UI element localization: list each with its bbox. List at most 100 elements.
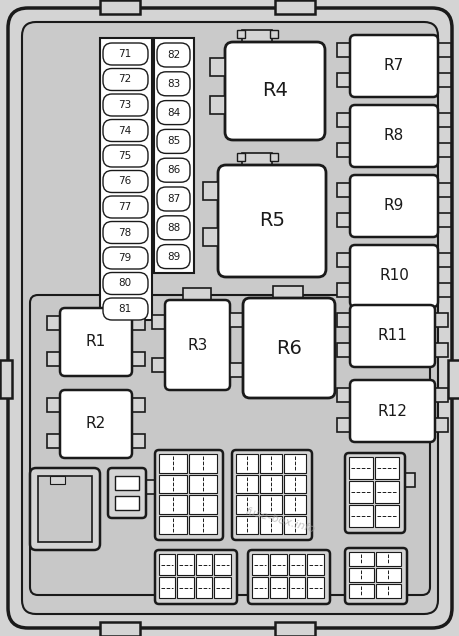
Bar	[38, 476, 92, 542]
FancyBboxPatch shape	[8, 8, 451, 628]
FancyBboxPatch shape	[103, 196, 148, 218]
FancyBboxPatch shape	[30, 295, 429, 595]
Bar	[230, 313, 242, 327]
Bar	[375, 568, 400, 582]
Text: 86: 86	[167, 165, 180, 175]
Bar	[404, 473, 414, 487]
Bar	[100, 0, 140, 14]
FancyBboxPatch shape	[103, 272, 148, 294]
Bar	[196, 554, 212, 575]
Bar	[236, 30, 245, 38]
Bar	[336, 143, 349, 157]
Text: 71: 71	[118, 49, 131, 59]
Text: 82: 82	[167, 50, 180, 60]
Bar	[288, 554, 305, 575]
Bar	[189, 495, 217, 513]
FancyBboxPatch shape	[157, 72, 190, 96]
Bar	[189, 474, 217, 493]
Text: 73: 73	[118, 100, 131, 110]
Bar	[348, 584, 373, 598]
Bar	[348, 505, 372, 527]
FancyBboxPatch shape	[349, 245, 437, 307]
FancyBboxPatch shape	[157, 43, 190, 67]
FancyBboxPatch shape	[155, 550, 236, 604]
Text: R12: R12	[377, 403, 407, 418]
Text: R9: R9	[383, 198, 403, 214]
Bar	[159, 474, 187, 493]
Bar	[235, 454, 257, 473]
Text: 87: 87	[167, 194, 180, 204]
Bar	[375, 584, 400, 598]
Bar	[214, 577, 230, 598]
Text: R2: R2	[86, 417, 106, 431]
Bar	[235, 474, 257, 493]
FancyBboxPatch shape	[155, 450, 223, 540]
Text: 72: 72	[118, 74, 131, 85]
Bar	[47, 352, 60, 366]
Bar	[214, 554, 230, 575]
FancyBboxPatch shape	[108, 468, 146, 518]
Bar	[159, 577, 175, 598]
Text: R8: R8	[383, 128, 403, 144]
Bar	[283, 474, 305, 493]
Bar	[115, 476, 139, 490]
Bar	[252, 577, 268, 598]
Bar	[336, 253, 349, 267]
FancyBboxPatch shape	[103, 298, 148, 320]
Bar	[336, 283, 349, 297]
Text: 83: 83	[167, 79, 180, 89]
Text: 89: 89	[167, 252, 180, 261]
Bar	[259, 474, 281, 493]
FancyBboxPatch shape	[157, 129, 190, 153]
Bar	[189, 454, 217, 473]
Text: 81: 81	[118, 304, 131, 314]
Text: 80: 80	[118, 279, 131, 289]
FancyBboxPatch shape	[242, 298, 334, 398]
FancyBboxPatch shape	[344, 548, 406, 604]
Bar	[437, 43, 450, 57]
FancyBboxPatch shape	[349, 35, 437, 97]
Bar	[183, 288, 211, 300]
Bar	[336, 43, 349, 57]
Text: fuse-box.info: fuse-box.info	[243, 506, 315, 534]
Bar	[189, 516, 217, 534]
Bar	[259, 516, 281, 534]
FancyBboxPatch shape	[165, 300, 230, 390]
Bar	[374, 505, 398, 527]
FancyBboxPatch shape	[103, 247, 148, 269]
Bar	[145, 480, 155, 494]
Bar	[202, 182, 218, 200]
Bar	[374, 481, 398, 503]
Bar	[447, 360, 459, 398]
Bar	[437, 213, 450, 227]
Bar	[437, 73, 450, 87]
Bar	[252, 554, 268, 575]
Text: 85: 85	[167, 136, 180, 146]
FancyBboxPatch shape	[157, 216, 190, 240]
FancyBboxPatch shape	[103, 94, 148, 116]
Bar	[154, 38, 194, 273]
Bar	[274, 622, 314, 636]
Bar	[336, 113, 349, 127]
Bar	[348, 568, 373, 582]
FancyBboxPatch shape	[349, 305, 434, 367]
Bar	[272, 286, 302, 298]
Bar	[159, 454, 187, 473]
Bar	[132, 316, 145, 330]
Bar	[159, 495, 187, 513]
Bar	[437, 183, 450, 197]
Bar	[336, 388, 349, 402]
Bar	[336, 183, 349, 197]
Text: R10: R10	[378, 268, 408, 284]
FancyBboxPatch shape	[103, 120, 148, 141]
Bar	[177, 577, 194, 598]
Bar	[132, 434, 145, 448]
Bar	[100, 622, 140, 636]
FancyBboxPatch shape	[157, 245, 190, 268]
Bar	[437, 253, 450, 267]
FancyBboxPatch shape	[247, 550, 329, 604]
FancyBboxPatch shape	[349, 175, 437, 237]
Bar	[47, 398, 60, 412]
Bar	[50, 476, 65, 484]
Text: R7: R7	[383, 59, 403, 74]
